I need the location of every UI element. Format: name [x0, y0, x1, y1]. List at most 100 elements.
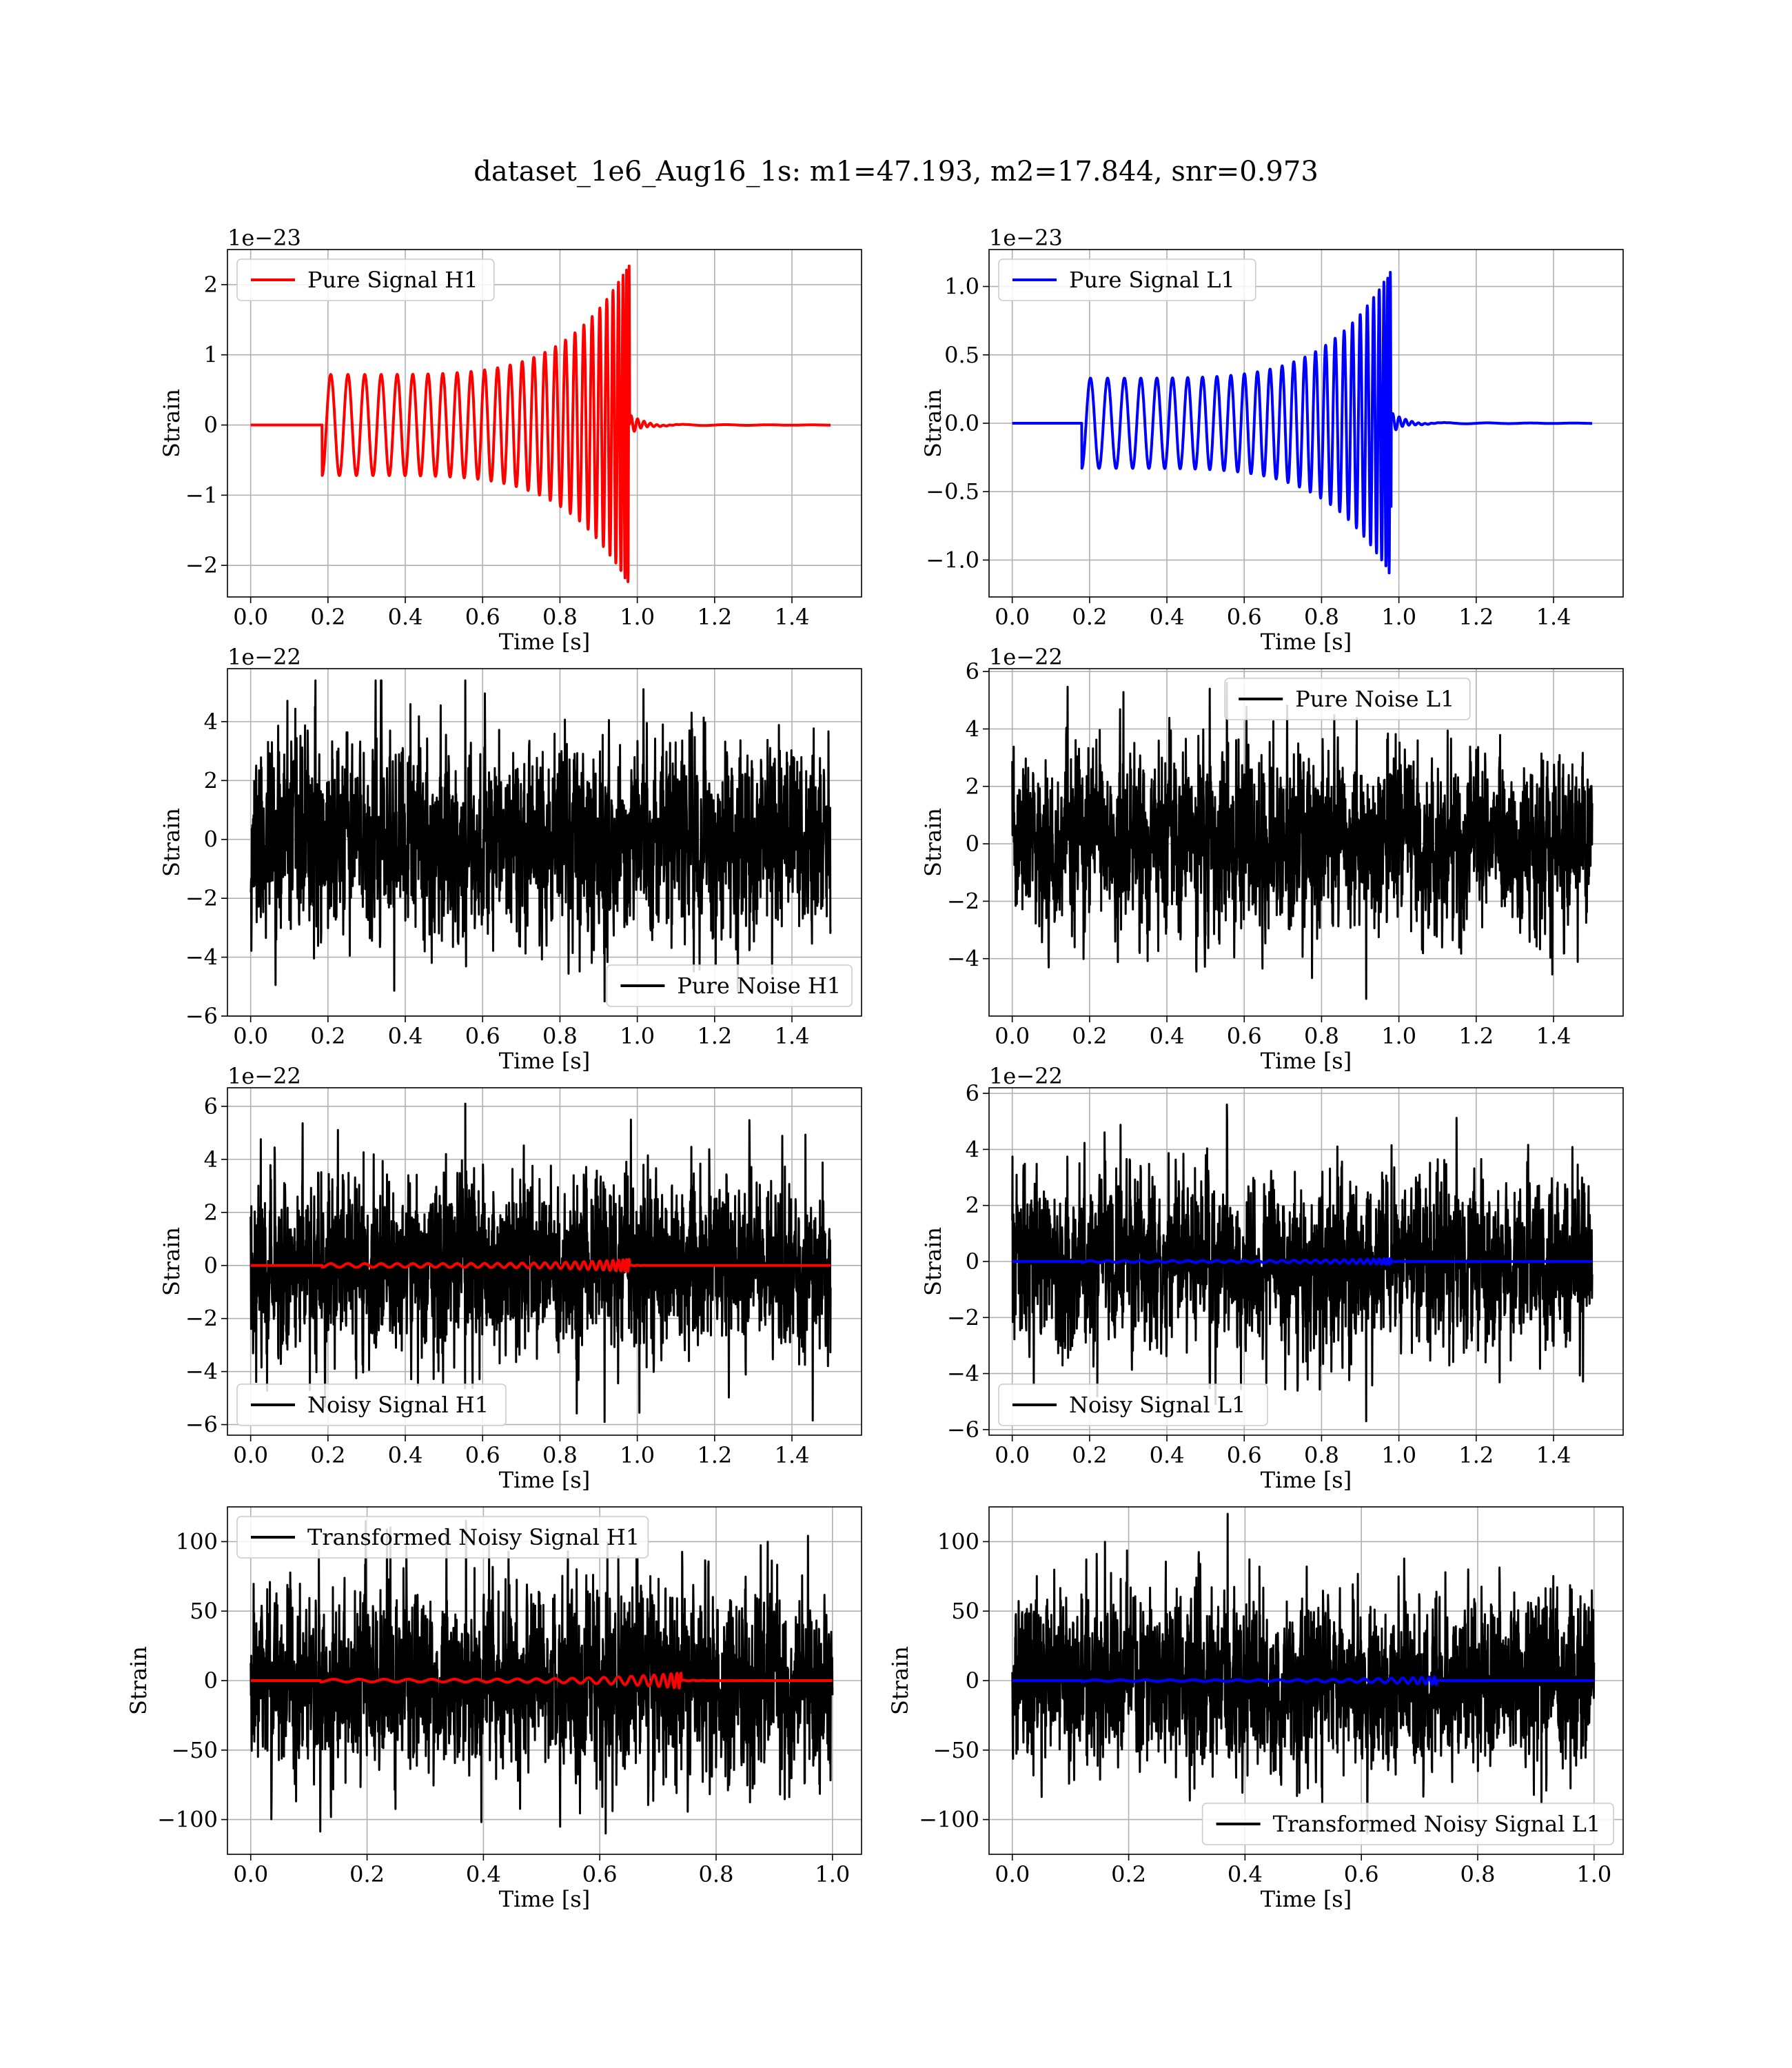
y-tick-label: −4	[947, 946, 979, 972]
legend: Pure Signal L1	[998, 258, 1256, 301]
x-tick-label: 1.0	[815, 1861, 850, 1887]
legend-box	[998, 1383, 1268, 1426]
legend-box	[606, 964, 853, 1007]
y-tick-label: 100	[176, 1528, 218, 1554]
legend: Pure Noise H1	[606, 964, 853, 1007]
y-tick-label: 6	[204, 1093, 218, 1119]
x-axis-label: Time [s]	[1261, 1048, 1352, 1074]
offset-text: 1e−22	[227, 644, 301, 670]
x-tick-label: 0.6	[1227, 1442, 1262, 1468]
y-tick-label: 50	[951, 1598, 979, 1624]
subplot-7: 0.0 0.2 0.4 0.6 0.8 1.0 −100 −50 0 50 100 Time [s] S…	[125, 1506, 862, 1912]
y-tick-label: −50	[171, 1737, 218, 1763]
x-tick-label: 1.4	[775, 1023, 810, 1049]
x-tick-label: 1.4	[775, 1442, 810, 1468]
series-line-1	[1011, 682, 1594, 1000]
y-axis-label: Strain	[125, 1646, 152, 1715]
x-tick-label: 1.0	[620, 1023, 655, 1049]
offset-text: 1e−22	[989, 1063, 1063, 1089]
x-tick-label: 0.4	[1150, 1442, 1185, 1468]
legend-box	[1201, 1803, 1614, 1845]
y-tick-label: 0	[204, 1253, 218, 1279]
y-tick-label: 6	[966, 1080, 979, 1106]
y-tick-label: 2	[204, 1199, 218, 1226]
y-tick-label: 1.0	[944, 274, 979, 300]
x-axis-label: Time [s]	[499, 1048, 590, 1074]
axes-frame	[988, 668, 1624, 1017]
x-tick-label: 1.0	[1381, 1442, 1416, 1468]
x-tick-label: 0.4	[388, 604, 423, 630]
y-tick-label: −6	[185, 1412, 218, 1438]
x-tick-label: 1.2	[1458, 1442, 1494, 1468]
x-tick-label: 0.8	[699, 1861, 734, 1887]
x-tick-label: 0.0	[995, 1023, 1030, 1049]
series-line-2	[1011, 1675, 1596, 1686]
y-tick-label: −100	[157, 1807, 218, 1833]
x-tick-label: 1.4	[1536, 1023, 1571, 1049]
legend-label: Pure Signal L1	[1069, 267, 1235, 293]
y-axis-label: Strain	[159, 1227, 185, 1296]
y-tick-label: 1	[204, 342, 218, 368]
x-tick-label: 0.2	[310, 604, 345, 630]
x-tick-label: 0.4	[1150, 604, 1185, 630]
series-line-1	[1011, 1103, 1594, 1423]
legend-box	[236, 258, 495, 301]
x-tick-label: 1.2	[697, 1442, 732, 1468]
axes-frame	[227, 1087, 862, 1436]
x-tick-label: 0.2	[310, 1442, 345, 1468]
x-axis-label: Time [s]	[1261, 1467, 1352, 1493]
y-tick-label: 50	[190, 1598, 218, 1624]
axes-frame	[227, 249, 862, 598]
x-tick-label: 1.4	[775, 604, 810, 630]
y-axis-label: Strain	[159, 389, 185, 458]
x-tick-label: 0.2	[1111, 1861, 1146, 1887]
y-tick-label: −100	[919, 1807, 979, 1833]
y-tick-label: −6	[185, 1003, 218, 1029]
x-tick-label: 0.8	[1460, 1861, 1496, 1887]
x-tick-label: 1.0	[620, 604, 655, 630]
x-tick-label: 1.0	[620, 1442, 655, 1468]
y-tick-label: −2	[185, 552, 218, 578]
x-tick-label: 0.8	[1304, 1442, 1339, 1468]
subplot-6: 0.0 0.2 0.4 0.6 0.8 1.0 1.2 1.4 −6 −4 −2 0 2 4 6 Time […	[920, 1063, 1624, 1493]
x-tick-label: 0.8	[1304, 1023, 1339, 1049]
legend-box	[1224, 678, 1471, 720]
figure-title: dataset_1e6_Aug16_1s: m1=47.193, m2=17.8…	[474, 156, 1318, 187]
legend-box	[998, 258, 1256, 301]
y-tick-label: 2	[966, 1193, 979, 1219]
y-tick-label: 6	[966, 658, 979, 685]
x-tick-label: 0.2	[1072, 1442, 1107, 1468]
y-tick-label: 0	[966, 1667, 979, 1694]
x-tick-label: 0.8	[542, 1442, 578, 1468]
y-tick-label: 0.0	[944, 410, 979, 436]
x-tick-label: 0.0	[995, 604, 1030, 630]
y-tick-label: −6	[947, 1417, 979, 1443]
subplot-3: 0.0 0.2 0.4 0.6 0.8 1.0 1.2 1.4 −6 −4 −2 0 2 4 Time [s…	[159, 644, 862, 1074]
x-tick-label: 0.4	[388, 1023, 423, 1049]
x-tick-label: 0.4	[388, 1442, 423, 1468]
offset-text: 1e−22	[227, 1063, 301, 1089]
x-tick-label: 0.0	[233, 1442, 268, 1468]
x-tick-label: 0.6	[465, 1442, 500, 1468]
axes-frame	[227, 668, 862, 1017]
y-axis-label: Strain	[887, 1646, 913, 1715]
y-tick-label: −50	[933, 1737, 979, 1763]
x-tick-label: 1.2	[1458, 604, 1494, 630]
y-tick-label: 4	[966, 716, 979, 742]
x-tick-label: 0.2	[1072, 1023, 1107, 1049]
y-tick-label: −4	[185, 1359, 218, 1385]
y-tick-label: 2	[204, 272, 218, 298]
y-axis-label: Strain	[920, 1227, 946, 1296]
x-tick-label: 0.6	[1227, 1023, 1262, 1049]
x-tick-label: 0.0	[233, 604, 268, 630]
series-line-2	[249, 1258, 832, 1273]
y-tick-label: −1.0	[926, 547, 979, 573]
x-axis-label: Time [s]	[499, 1467, 590, 1493]
y-tick-label: 0	[966, 831, 979, 857]
series-line-1	[1011, 1512, 1596, 1835]
x-tick-label: 0.4	[466, 1861, 501, 1887]
y-tick-label: −0.5	[926, 478, 979, 505]
offset-text: 1e−22	[989, 644, 1063, 670]
x-tick-label: 1.4	[1536, 604, 1571, 630]
y-tick-label: −2	[947, 1304, 979, 1330]
